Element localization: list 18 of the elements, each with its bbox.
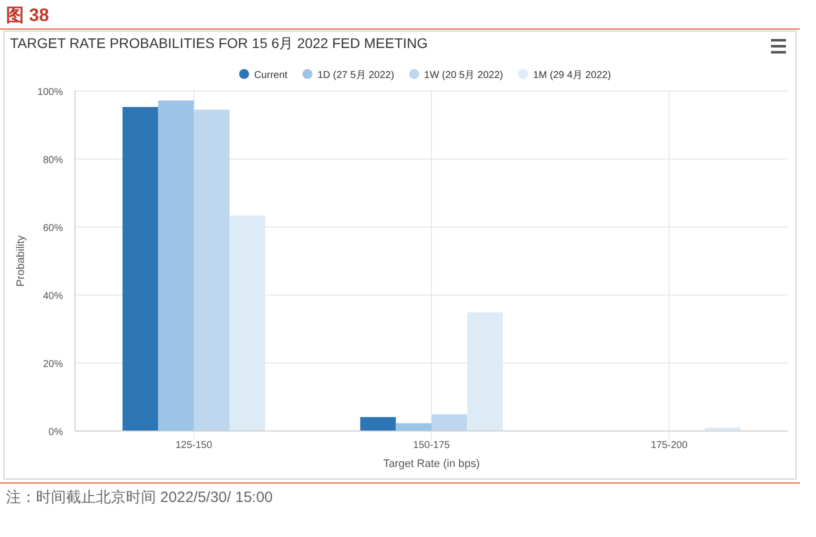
x-tick-label: 150-175 (413, 440, 450, 451)
x-tick-label: 125-150 (175, 440, 213, 451)
y-tick-label: 0% (48, 427, 64, 438)
y-tick-label: 60% (42, 223, 64, 234)
subtitle: TARGET RATE PROBABILITIES FOR 15 6月 2022 FED MEETING (10, 35, 428, 51)
x-tick-label: 175-200 (650, 440, 688, 451)
legend-label: Current (254, 70, 288, 81)
legend-label: 1W (20 5月 2022) (424, 70, 504, 81)
y-tick-label: 100% (37, 87, 64, 98)
legend-label: 1M (29 4月 2022) (533, 70, 611, 81)
y-tick-label: 20% (42, 359, 64, 370)
title: 图 38 (6, 5, 50, 25)
y-tick-label: 40% (42, 291, 64, 302)
legend-label: 1D (27 5月 2022) (317, 70, 394, 81)
x-axis-title: Target Rate (in bps) (383, 458, 480, 470)
text: 注：时间截止北京时间 2022/5/30/ 15:00 (6, 489, 273, 506)
y-axis-title: Probability (15, 234, 27, 287)
y-tick-label: 80% (42, 155, 64, 166)
